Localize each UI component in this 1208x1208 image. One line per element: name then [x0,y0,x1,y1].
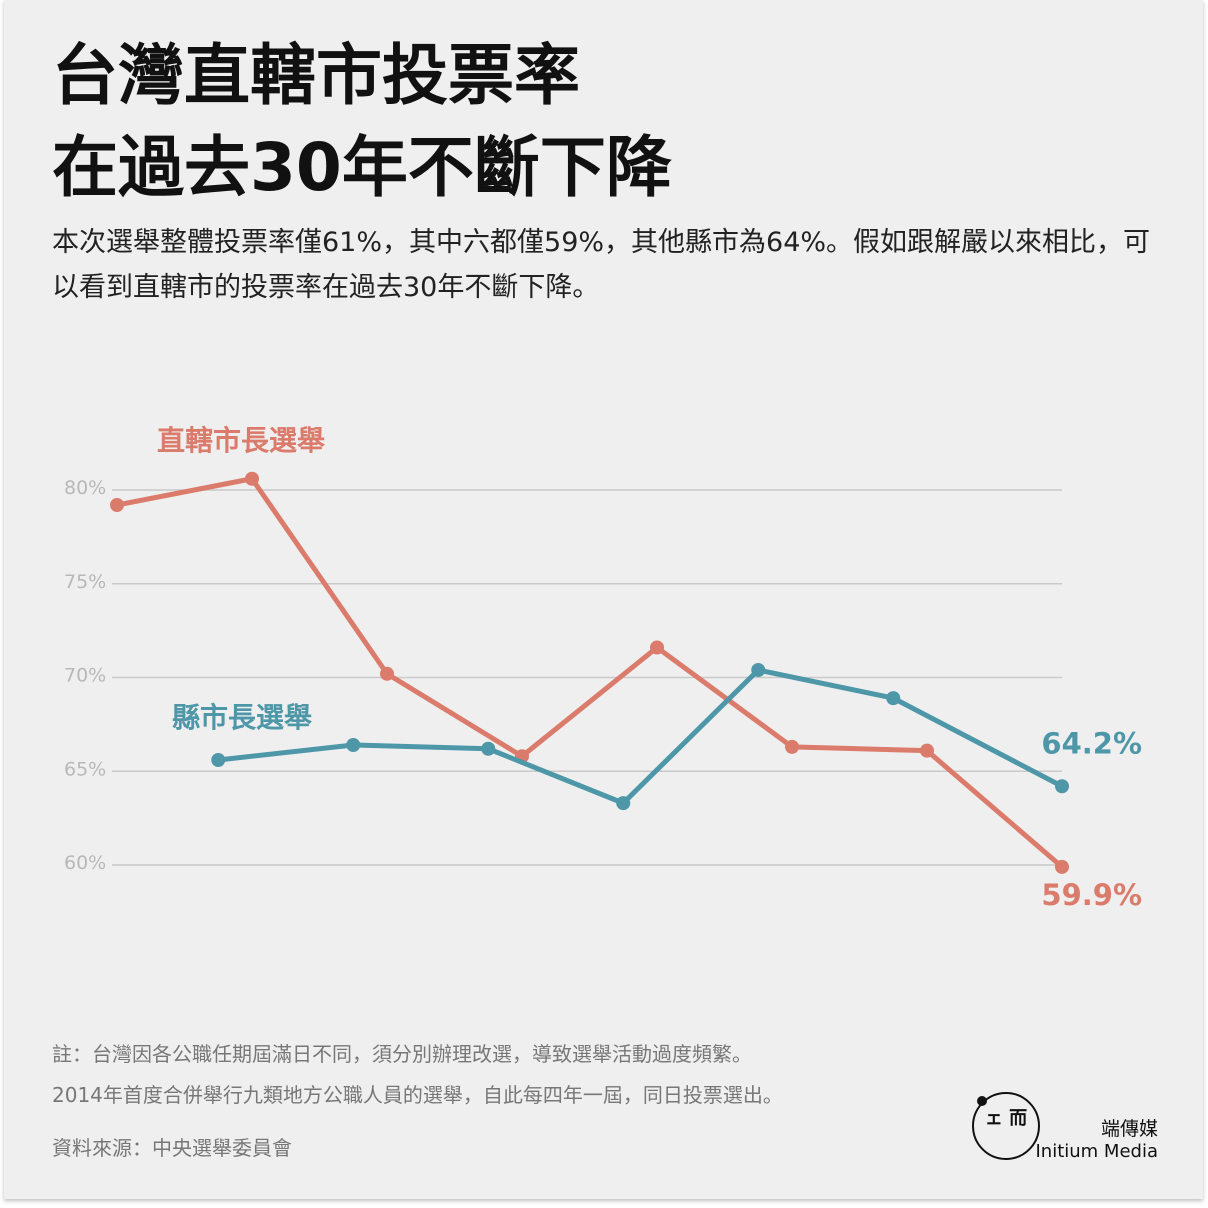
data-point [785,739,799,754]
infographic-card [4,0,1203,1199]
end-value-label: 64.2% [1041,726,1142,760]
data-point [650,640,664,655]
brand-name-zh: 端傳媒 [1100,1118,1158,1140]
series-line [114,476,1065,870]
data-point [1055,779,1069,794]
data-point [211,753,226,767]
data-source: 資料來源：中央選舉委員會 [52,1136,292,1160]
footnotes: 註：台灣因各公職任期屆滿日不同，須分別辦理改選，導致選舉活動過度頻繁。 2014… [52,1034,1012,1116]
y-tick-label: 65% [64,758,106,780]
headline: 台灣直轄市投票率 在過去30年不斷下降 [52,30,1152,214]
data-point [616,796,631,811]
turnout-line-chart: 60% 65% 70% 75% 80% 直轄市長選舉 59.9% 縣市長選舉 64.2% [64,424,1142,912]
data-point [380,666,394,681]
data-point [1055,859,1069,874]
brand-name-en: Initium Media [1035,1141,1158,1162]
footnote-line-2: 2014年首度合併舉行九類地方公職人員的選舉，自此每四年一屆，同日投票選出。 [52,1083,783,1107]
subtitle: 本次選舉整體投票率僅61%，其中六都僅59%，其他縣市為64%。假如跟解嚴以來相… [52,227,1151,303]
series-label: 直轄市長選舉 [157,424,326,457]
y-tick-label: 70% [64,665,106,687]
logo-mark-text: ェ 而 [985,1108,1027,1129]
headline-line-2: 在過去30年不斷下降 [52,129,672,206]
initium-logo-icon: ェ 而 [972,1092,1040,1160]
series-label: 縣市長選舉 [172,701,313,734]
data-point [481,741,496,756]
data-point [751,663,766,677]
data-point [110,498,124,512]
series-line [215,667,1065,806]
end-value-label: 59.9% [1041,878,1142,912]
y-tick-label: 60% [64,852,106,874]
y-tick-label: 75% [64,571,106,593]
footnote-line-1: 註：台灣因各公職任期屆滿日不同，須分別辦理改選，導致選舉活動過度頻繁。 [52,1042,752,1066]
data-point [346,738,361,752]
headline-line-1: 台灣直轄市投票率 [52,37,580,114]
y-tick-label: 80% [64,477,106,499]
data-point [245,471,259,486]
data-point [920,743,934,758]
data-point [886,691,901,706]
